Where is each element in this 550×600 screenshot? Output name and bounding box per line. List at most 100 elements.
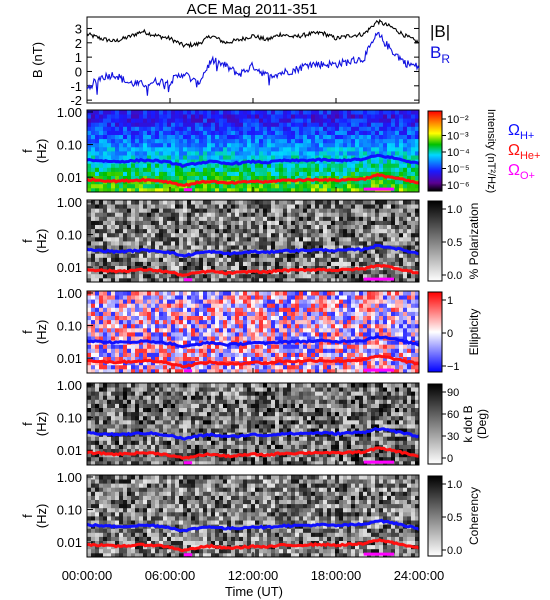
heatmap-cell bbox=[159, 352, 164, 357]
heatmap-cell bbox=[87, 257, 92, 262]
heatmap-cell bbox=[379, 257, 384, 262]
heatmap-cell bbox=[207, 257, 212, 262]
heatmap-cell bbox=[371, 236, 376, 242]
heatmap-cell bbox=[283, 303, 288, 308]
heatmap-cell bbox=[163, 151, 168, 156]
heatmap-cell bbox=[199, 122, 204, 127]
heatmap-cell bbox=[143, 183, 148, 189]
heatmap-cell bbox=[143, 216, 148, 221]
heatmap-cell bbox=[159, 303, 164, 308]
heatmap-cell bbox=[403, 265, 408, 271]
heatmap-cell bbox=[279, 146, 284, 152]
heatmap-cell bbox=[279, 332, 284, 337]
heatmap-cell bbox=[111, 277, 116, 283]
heatmap-cell bbox=[195, 224, 200, 230]
heatmap-cell bbox=[87, 269, 92, 275]
heatmap-cell bbox=[155, 232, 160, 238]
heatmap-cell bbox=[307, 118, 312, 123]
heatmap-cell bbox=[279, 327, 284, 333]
heatmap-cell bbox=[411, 110, 416, 115]
heatmap-cell bbox=[215, 151, 220, 156]
heatmap-cell bbox=[219, 323, 224, 329]
heatmap-cell bbox=[271, 114, 276, 119]
heatmap-cell bbox=[291, 291, 296, 296]
heatmap-cell bbox=[415, 245, 420, 250]
heatmap-cell bbox=[191, 236, 196, 242]
heatmap-cell bbox=[227, 167, 232, 172]
heatmap-cell bbox=[363, 273, 368, 279]
heatmap-cell bbox=[119, 291, 124, 296]
heatmap-cell bbox=[339, 204, 344, 209]
heatmap-cell bbox=[343, 253, 348, 258]
heatmap-cell bbox=[227, 327, 232, 333]
heatmap-cell bbox=[155, 311, 160, 316]
heatmap-cell bbox=[135, 224, 140, 230]
heatmap-cell bbox=[163, 257, 168, 262]
heatmap-cell bbox=[403, 364, 408, 370]
heatmap-cell bbox=[227, 212, 232, 217]
heatmap-cell bbox=[111, 146, 116, 152]
heatmap-cell bbox=[175, 187, 180, 193]
heatmap-cell bbox=[275, 257, 280, 262]
heatmap-cell bbox=[127, 307, 132, 312]
heatmap-cell bbox=[203, 261, 208, 266]
heatmap-cell bbox=[127, 126, 132, 131]
heatmap-cell bbox=[91, 303, 96, 308]
heatmap-cell bbox=[87, 236, 92, 242]
heatmap-cell bbox=[303, 257, 308, 262]
heatmap-cell bbox=[171, 315, 176, 321]
heatmap-cell bbox=[203, 245, 208, 250]
heatmap-cell bbox=[227, 118, 232, 123]
heatmap-cell bbox=[399, 249, 404, 254]
heatmap-cell bbox=[115, 204, 120, 209]
heatmap-cell bbox=[223, 311, 228, 316]
heatmap-cell bbox=[339, 167, 344, 172]
heatmap-cell bbox=[251, 315, 256, 321]
heatmap-cell bbox=[87, 265, 92, 271]
heatmap-cell bbox=[307, 344, 312, 349]
heatmap-cell bbox=[195, 171, 200, 176]
heatmap-cell bbox=[191, 340, 196, 345]
heatmap-cell bbox=[239, 249, 244, 254]
heatmap-cell bbox=[335, 352, 340, 357]
heatmap-cell bbox=[359, 364, 364, 370]
heatmap-cell bbox=[375, 212, 380, 217]
heatmap-cell bbox=[403, 232, 408, 238]
heatmap-cell bbox=[215, 122, 220, 127]
heatmap-cell bbox=[347, 212, 352, 217]
heatmap-cell bbox=[227, 110, 232, 115]
heatmap-cell bbox=[379, 151, 384, 156]
heatmap-cell bbox=[175, 224, 180, 230]
heatmap-cell bbox=[239, 315, 244, 321]
heatmap-cell bbox=[315, 118, 320, 123]
heatmap-cell bbox=[215, 236, 220, 242]
heatmap-cell bbox=[251, 253, 256, 258]
heatmap-cell bbox=[283, 110, 288, 115]
heatmap-cell bbox=[351, 249, 356, 254]
heatmap-cell bbox=[207, 204, 212, 209]
heatmap-cell bbox=[383, 311, 388, 316]
heatmap-cell bbox=[139, 364, 144, 370]
heatmap-cell bbox=[263, 134, 268, 140]
heatmap-cell bbox=[195, 208, 200, 213]
heatmap-cell bbox=[343, 163, 348, 168]
heatmap-cell bbox=[403, 277, 408, 283]
heatmap-cell bbox=[391, 319, 396, 325]
heatmap-cell bbox=[91, 179, 96, 185]
heatmap-cell bbox=[135, 332, 140, 337]
heatmap-cell bbox=[195, 142, 200, 148]
heatmap-cell bbox=[131, 167, 136, 172]
heatmap-cell bbox=[135, 295, 140, 300]
heatmap-cell bbox=[411, 245, 416, 250]
heatmap-cell bbox=[219, 319, 224, 325]
heatmap-cell bbox=[295, 364, 300, 370]
heatmap-cell bbox=[299, 204, 304, 209]
heatmap-cell bbox=[263, 299, 268, 304]
heatmap-cell bbox=[231, 277, 236, 283]
heatmap-cell bbox=[319, 118, 324, 123]
heatmap-cell bbox=[175, 356, 180, 362]
heatmap-cell bbox=[315, 249, 320, 254]
heatmap-cell bbox=[311, 356, 316, 362]
heatmap-cell bbox=[287, 224, 292, 230]
heatmap-cell bbox=[175, 171, 180, 176]
